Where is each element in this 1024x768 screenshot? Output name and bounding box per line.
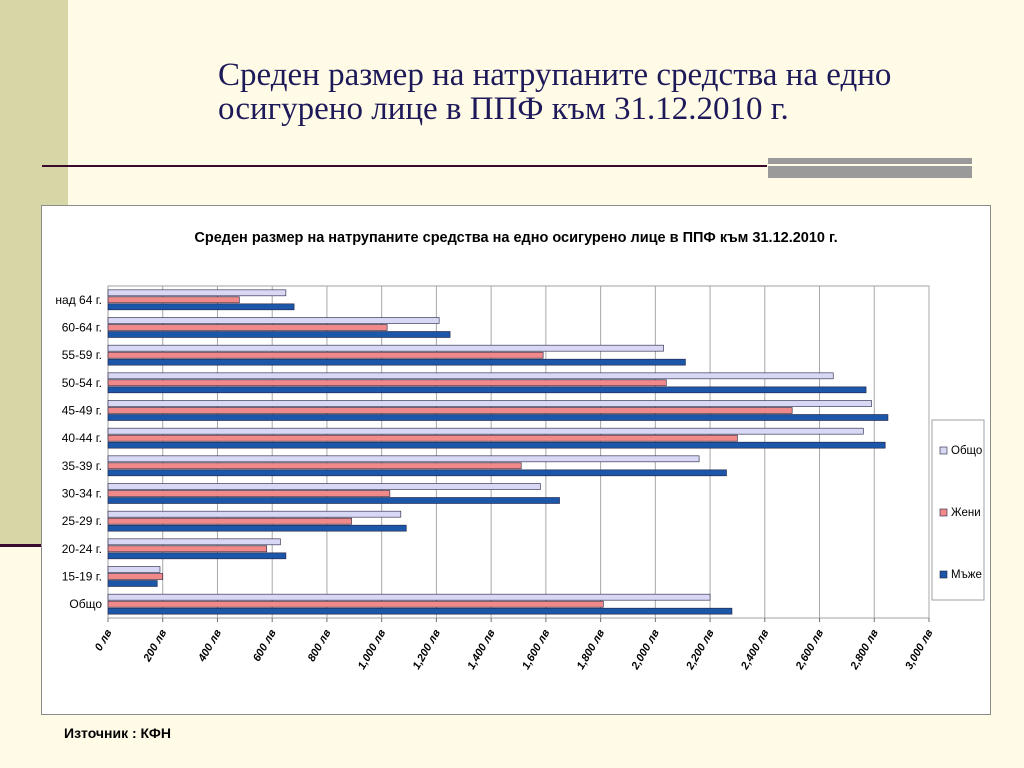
category-label: 50-54 г.: [62, 376, 102, 390]
bar-Общо: [107, 344, 664, 352]
bar-Общо: [107, 566, 161, 573]
slide-title: Среден размер на натрупаните средства на…: [218, 57, 892, 127]
bar-Мъже: [107, 386, 867, 394]
x-tick-label: 1,000 лв: [356, 627, 389, 671]
bar-Общо: [107, 593, 711, 601]
bar-Мъже: [107, 552, 287, 560]
bar-Мъже: [107, 524, 407, 532]
bar-Общо: [107, 289, 287, 297]
category-label: 55-59 г.: [62, 348, 102, 362]
x-tick-label: 200 лв: [141, 627, 170, 664]
bar-Жени: [107, 434, 738, 442]
bar-Жени: [107, 296, 240, 304]
bar-Общо: [107, 317, 440, 324]
legend-swatch: [939, 508, 948, 517]
bar-Общо: [107, 455, 700, 463]
bar-Мъже: [107, 441, 886, 449]
x-tick-label: 1,200 лв: [411, 627, 444, 671]
x-tick-label: 0 лв: [93, 627, 115, 653]
bar-Мъже: [107, 358, 686, 366]
chart-title: Среден размер на натрупаните средства на…: [194, 230, 837, 246]
x-tick-label: 800 лв: [306, 627, 334, 664]
bar-Жени: [107, 324, 388, 331]
x-tick-label: 600 лв: [251, 627, 279, 664]
category-label: 30-34 г.: [62, 487, 102, 501]
bar-Мъже: [107, 469, 727, 477]
category-label: над 64 г.: [55, 293, 102, 307]
legend-label: Мъже: [951, 569, 982, 581]
x-tick-label: 2,200 лв: [684, 627, 717, 672]
bar-Общо: [107, 427, 864, 435]
category-label: 20-24 г.: [62, 542, 102, 556]
bar-Мъже: [107, 607, 733, 615]
x-tick-label: 3,000 лв: [903, 627, 936, 671]
category-label: 40-44 г.: [62, 431, 102, 445]
bar-Общо: [107, 400, 872, 407]
source-note: Източник : КФН: [64, 725, 171, 741]
chart-frame: Среден размер на натрупаните средства на…: [41, 205, 991, 715]
x-tick-label: 2,800 лв: [848, 627, 881, 672]
x-tick-label: 1,800 лв: [575, 627, 608, 671]
x-tick-label: 2,400 лв: [738, 627, 771, 672]
bar-Жени: [107, 517, 352, 525]
x-tick-label: 1,600 лв: [520, 627, 553, 671]
bar-Мъже: [107, 331, 451, 338]
bar-Мъже: [107, 303, 295, 311]
bar-Жени: [107, 407, 793, 414]
bar-Жени: [107, 545, 268, 553]
title-rule-accent: [768, 158, 972, 178]
title-rule: [42, 165, 767, 167]
category-label: 45-49 г.: [62, 404, 102, 418]
legend-label: Жени: [951, 507, 981, 519]
bar-Жени: [107, 462, 522, 470]
bar-Мъже: [107, 497, 560, 504]
category-label: 60-64 г.: [62, 321, 102, 335]
bar-Общо: [107, 483, 541, 490]
category-label: 25-29 г.: [62, 514, 102, 528]
bar-Мъже: [107, 414, 889, 421]
bar-Жени: [107, 379, 667, 387]
bar-Общо: [107, 510, 402, 518]
x-tick-label: 1,400 лв: [465, 627, 498, 671]
legend-label: Общо: [951, 445, 982, 457]
bar-Жени: [107, 573, 164, 580]
x-tick-label: 400 лв: [196, 627, 225, 664]
bar-Жени: [107, 351, 544, 359]
bar-Мъже: [107, 580, 158, 587]
bar-Жени: [107, 490, 391, 497]
category-label: 35-39 г.: [62, 459, 102, 473]
bar-Жени: [107, 600, 604, 608]
legend-swatch: [939, 570, 948, 579]
legend: Общо Жени Мъже: [931, 419, 985, 601]
bar-Общо: [107, 538, 281, 546]
x-tick-label: 2,000 лв: [629, 627, 662, 672]
bar-Общо: [107, 372, 834, 380]
category-label: Общо: [69, 597, 102, 611]
x-tick-label: 2,600 лв: [793, 627, 826, 672]
left-decor-line: [0, 544, 42, 547]
chart-svg: Среден размер на натрупаните средства на…: [55, 230, 985, 673]
category-label: 15-19 г.: [62, 570, 102, 584]
plot-area: 0 лв 200 лв 400 лв 600 лв 800 лв 1,000 лв 1,20…: [55, 285, 936, 673]
legend-swatch: [939, 446, 948, 455]
